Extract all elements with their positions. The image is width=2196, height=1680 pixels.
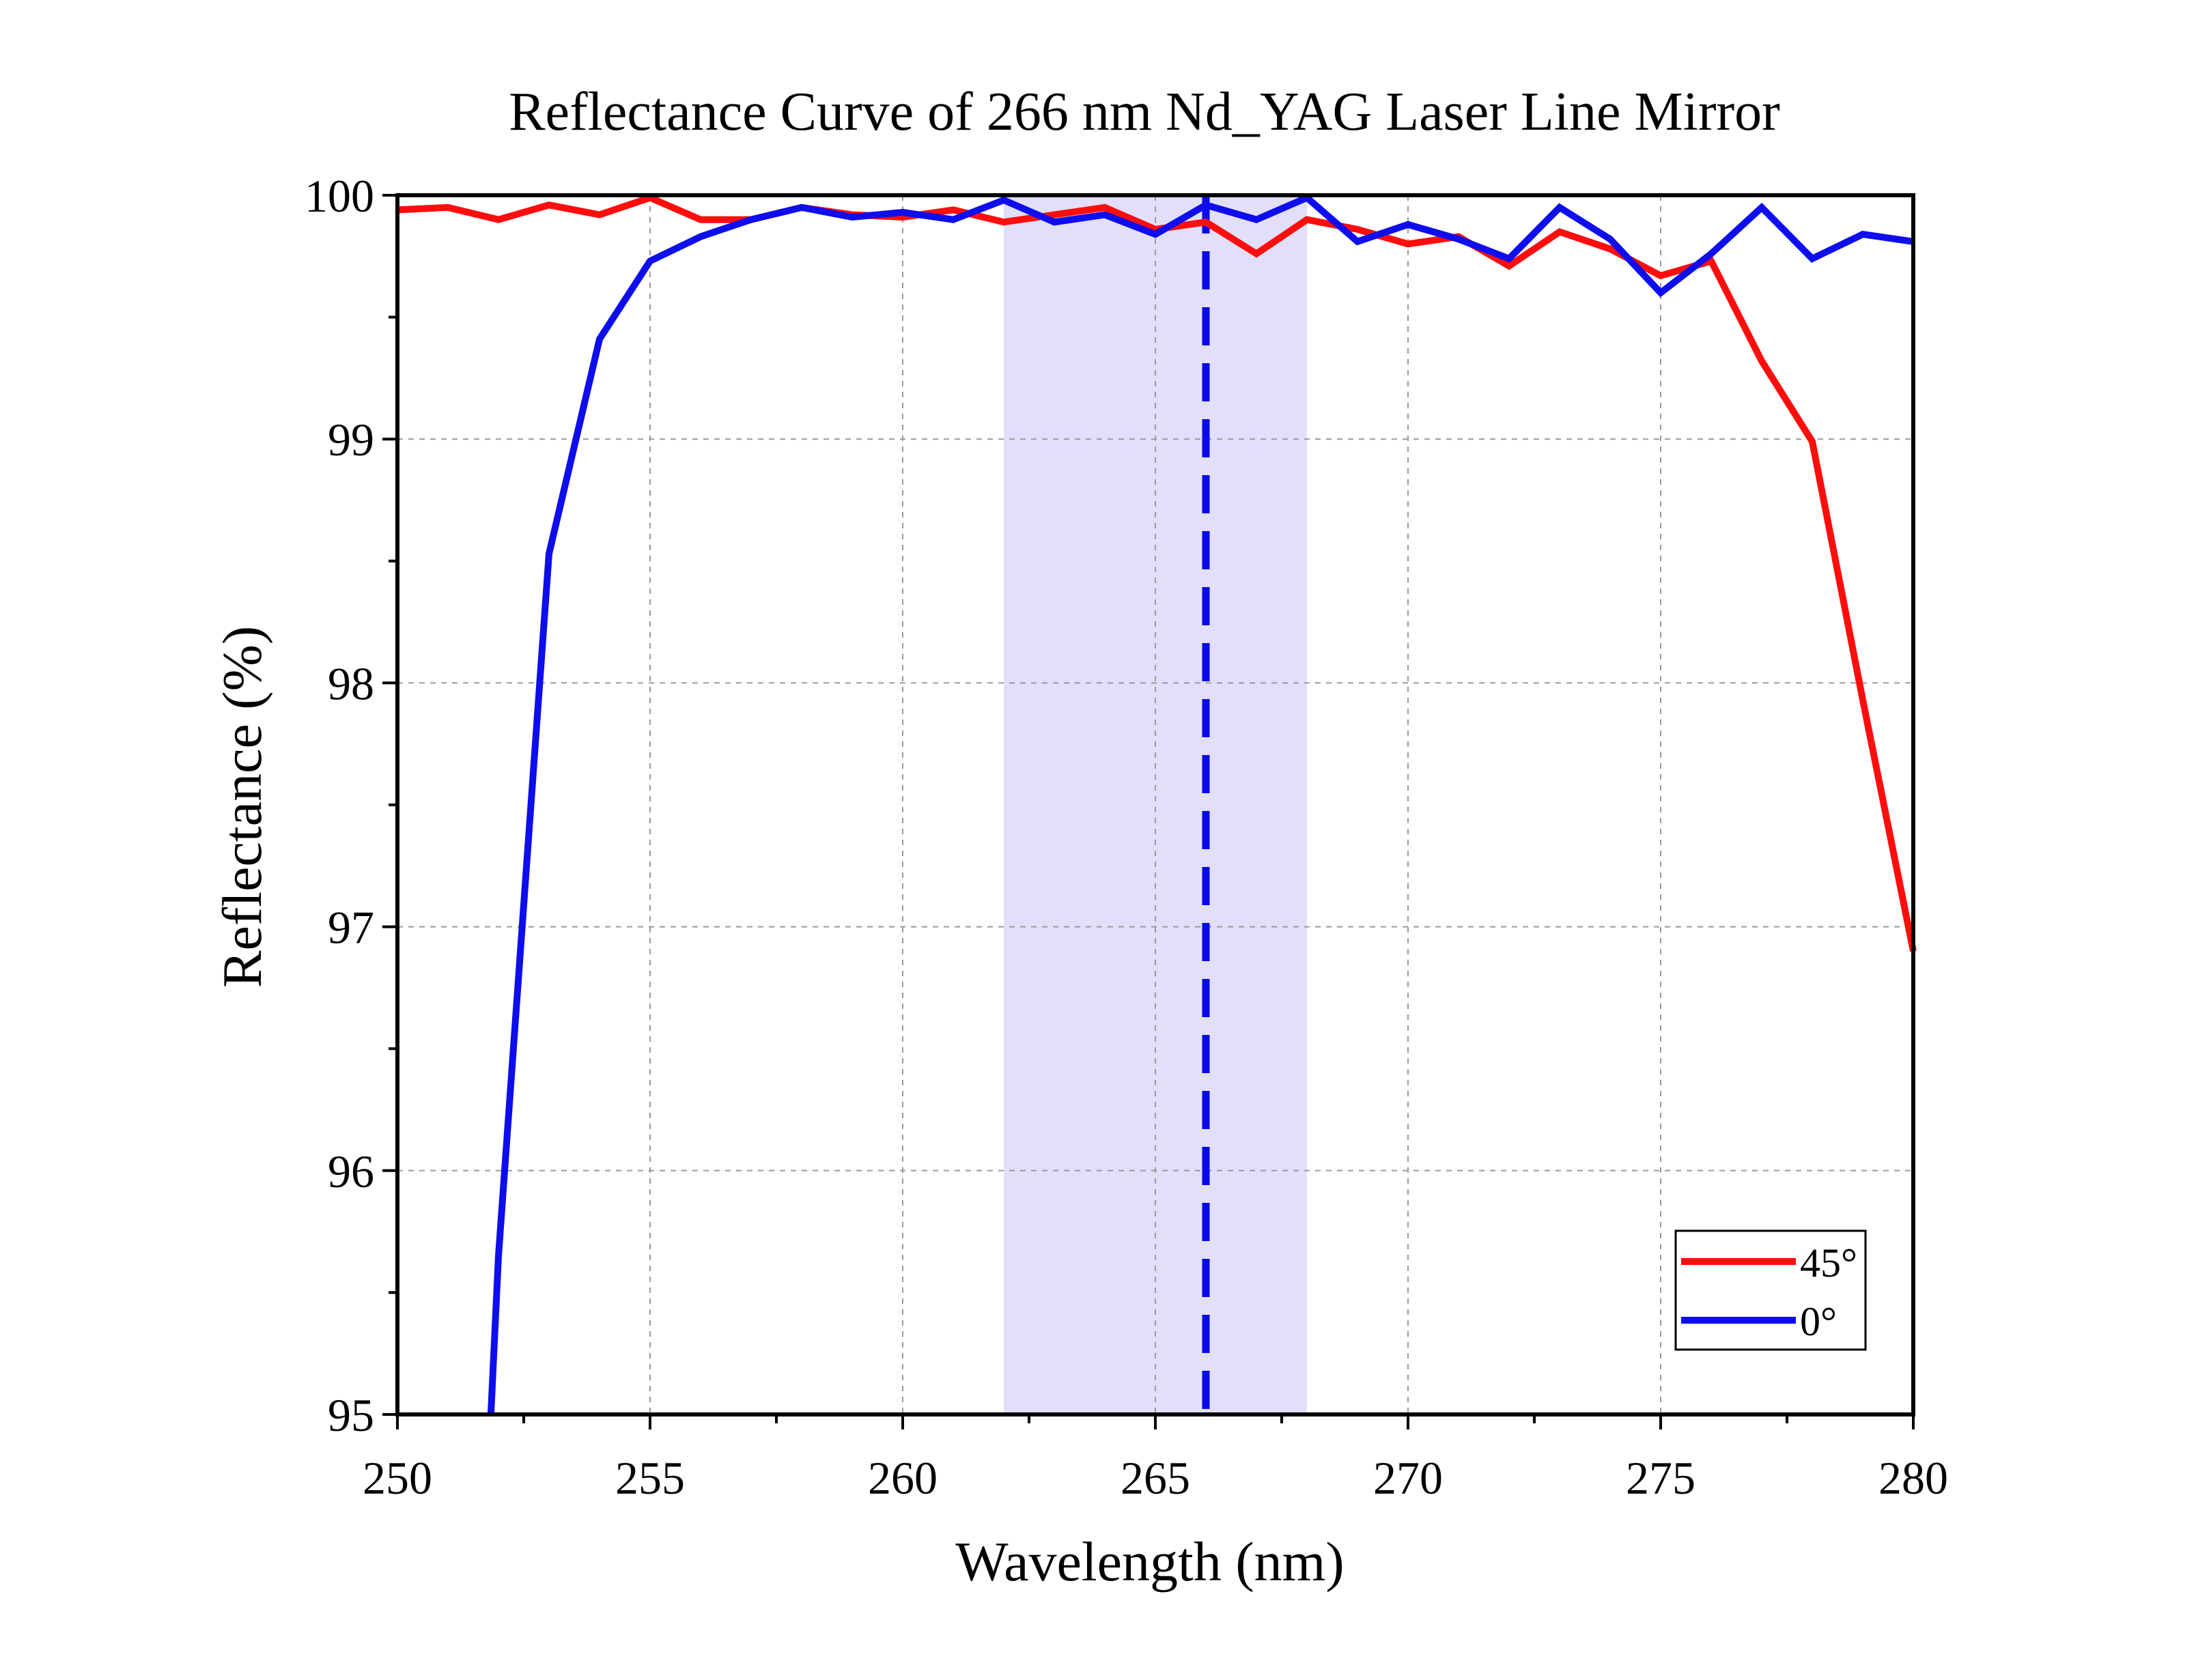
y-tick-label: 98 <box>328 657 374 709</box>
legend: 45° 0° <box>1674 1229 1867 1351</box>
x-tick-label: 275 <box>1626 1452 1695 1504</box>
y-tick-label: 96 <box>328 1145 374 1197</box>
axis-ticks: 250 255 260 265 270 275 280 95 96 97 98 99 100 <box>305 170 1948 1504</box>
x-tick-label: 280 <box>1878 1452 1948 1504</box>
x-tick-label: 270 <box>1373 1452 1443 1504</box>
series-line-45deg <box>397 194 1917 952</box>
y-tick-label: 97 <box>328 902 374 954</box>
legend-label-0deg: 0° <box>1800 1299 1837 1344</box>
x-tick-label: 255 <box>615 1452 685 1504</box>
series-lines <box>397 193 1917 1415</box>
y-tick-label: 100 <box>305 170 374 222</box>
y-tick-label: 99 <box>328 414 374 466</box>
x-tick-label: 250 <box>363 1452 432 1504</box>
x-tick-label: 265 <box>1121 1452 1190 1504</box>
highlight-band <box>1004 195 1307 1414</box>
gridlines <box>397 195 1913 1414</box>
y-axis-title: Reflectance (%) <box>211 626 273 988</box>
series-line-0deg <box>487 193 1914 1415</box>
y-tick-label: 95 <box>328 1389 374 1441</box>
chart-title: Reflectance Curve of 266 nm Nd_YAG Laser… <box>509 82 1780 142</box>
highlight-band-layer <box>1004 195 1307 1414</box>
x-tick-label: 260 <box>868 1452 938 1504</box>
x-axis-title: Wavelength (nm) <box>955 1530 1344 1593</box>
legend-box <box>1674 1229 1867 1351</box>
legend-label-45deg: 45° <box>1800 1240 1857 1285</box>
